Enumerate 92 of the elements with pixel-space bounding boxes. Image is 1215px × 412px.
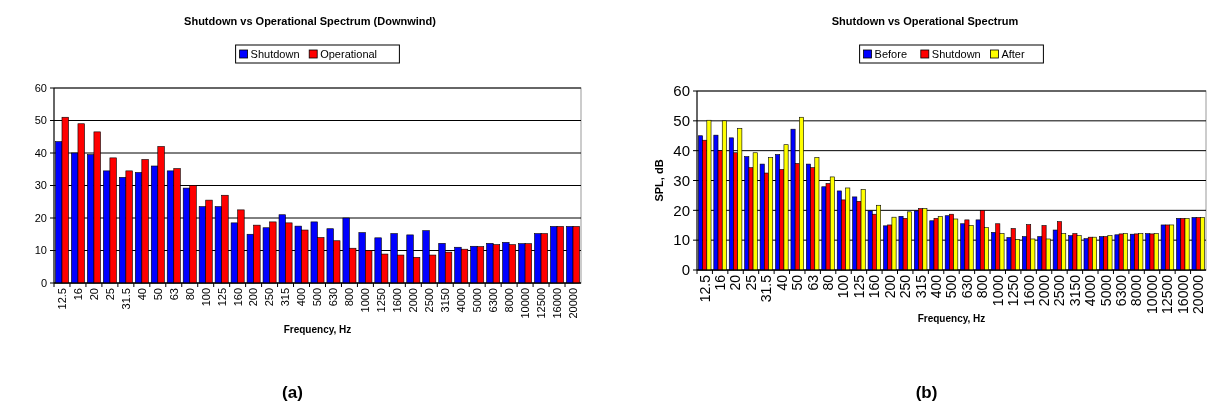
y-tick-label: 50 xyxy=(673,112,690,130)
x-axis-title: Frequency, Hz xyxy=(917,313,986,324)
y-tick-label: 30 xyxy=(34,179,47,192)
x-tick-label: 1600 xyxy=(1020,274,1037,307)
y-tick-label: 10 xyxy=(34,244,47,257)
x-tick-label: 630 xyxy=(958,274,975,299)
legend-label: Shutdown xyxy=(250,48,300,60)
y-tick-label: 0 xyxy=(40,276,47,289)
x-tick-label: 80 xyxy=(183,288,196,301)
x-tick-label: 2000 xyxy=(1035,274,1052,307)
x-tick-label: 500 xyxy=(943,274,960,299)
x-tick-label: 63 xyxy=(167,288,180,301)
x-tick-label: 31.5 xyxy=(758,274,775,303)
x-tick-label: 50 xyxy=(151,288,164,301)
x-tick-label: 250 xyxy=(897,274,914,299)
x-tick-label: 10000 xyxy=(1143,274,1160,314)
x-tick-label: 315 xyxy=(279,288,292,307)
x-tick-label: 2500 xyxy=(423,288,436,313)
x-tick-label: 31.5 xyxy=(119,288,132,310)
x-tick-label: 500 xyxy=(311,288,324,307)
y-tick-label: 40 xyxy=(34,146,47,159)
x-tick-label: 3150 xyxy=(1066,274,1083,307)
x-tick-label: 160 xyxy=(231,288,244,307)
x-tick-label: 1000 xyxy=(989,274,1006,307)
x-tick-label: 1600 xyxy=(391,288,404,313)
x-tick-label: 100 xyxy=(835,274,852,299)
y-tick-label: 50 xyxy=(34,114,47,127)
x-tick-label: 20000 xyxy=(566,288,579,319)
x-tick-label: 8000 xyxy=(1128,274,1145,307)
legend-label: Shutdown xyxy=(931,48,981,60)
x-tick-label: 8000 xyxy=(502,288,515,313)
x-tick-label: 5000 xyxy=(1097,274,1114,307)
x-tick-label: 20 xyxy=(87,288,100,301)
x-tick-label: 12500 xyxy=(534,288,547,319)
x-tick-label: 40 xyxy=(773,274,790,291)
x-tick-label: 6300 xyxy=(487,288,500,313)
x-tick-label: 315 xyxy=(912,274,929,299)
x-tick-label: 20000 xyxy=(1190,274,1207,314)
x-tick-label: 3150 xyxy=(439,288,452,313)
x-axis-title: Frequency, Hz xyxy=(283,324,352,335)
legend-label: Operational xyxy=(320,48,378,60)
x-tick-label: 10000 xyxy=(518,288,531,319)
x-tick-label: 400 xyxy=(927,274,944,299)
text: (b) xyxy=(915,383,938,402)
x-tick-label: 16 xyxy=(71,288,84,301)
chart-title: Shutdown vs Operational Spectrum xyxy=(831,15,1019,27)
y-tick-label: 60 xyxy=(34,81,47,94)
x-tick-label: 800 xyxy=(974,274,991,299)
x-tick-label: 160 xyxy=(866,274,883,299)
x-tick-label: 630 xyxy=(327,288,340,307)
y-tick-label: 30 xyxy=(673,171,690,189)
x-tick-label: 40 xyxy=(135,288,148,301)
y-tick-label: 0 xyxy=(681,261,690,279)
x-tick-label: 4000 xyxy=(1082,274,1099,307)
x-tick-label: 200 xyxy=(247,288,260,307)
x-tick-label: 2000 xyxy=(407,288,420,313)
legend-label: Before xyxy=(874,48,908,60)
y-tick-label: 60 xyxy=(673,82,690,100)
legend-label: After xyxy=(1001,48,1025,60)
x-tick-label: 4000 xyxy=(455,288,468,313)
x-tick-label: 80 xyxy=(820,274,837,291)
x-tick-label: 1250 xyxy=(1005,274,1022,307)
x-tick-label: 25 xyxy=(103,288,116,301)
x-tick-label: 5000 xyxy=(471,288,484,313)
x-tick-label: 200 xyxy=(881,274,898,299)
x-tick-label: 12.5 xyxy=(55,288,68,310)
text: (a) xyxy=(282,383,303,402)
x-tick-label: 50 xyxy=(789,274,806,291)
chart-title: Shutdown vs Operational Spectrum (Downwind) xyxy=(184,15,437,27)
x-tick-label: 1000 xyxy=(359,288,372,313)
x-tick-label: 125 xyxy=(850,274,867,299)
x-tick-label: 125 xyxy=(215,288,228,307)
y-tick-label: 20 xyxy=(673,201,690,219)
x-tick-label: 16 xyxy=(712,274,729,291)
y-axis-title: SPL, dB xyxy=(653,159,665,202)
x-tick-label: 12.5 xyxy=(696,274,713,303)
x-tick-label: 100 xyxy=(199,288,212,307)
y-tick-label: 10 xyxy=(673,231,690,249)
x-tick-label: 16000 xyxy=(1174,274,1191,314)
x-tick-label: 12500 xyxy=(1159,274,1176,314)
x-tick-label: 2500 xyxy=(1051,274,1068,307)
x-tick-label: 250 xyxy=(263,288,276,307)
x-tick-label: 800 xyxy=(343,288,356,307)
x-tick-label: 25 xyxy=(742,274,759,291)
x-tick-label: 63 xyxy=(804,274,821,291)
x-tick-label: 400 xyxy=(295,288,308,307)
y-tick-label: 20 xyxy=(34,211,47,224)
x-tick-label: 1250 xyxy=(375,288,388,313)
x-tick-label: 20 xyxy=(727,274,744,291)
y-tick-label: 40 xyxy=(673,141,690,159)
x-tick-label: 6300 xyxy=(1113,274,1130,307)
x-tick-label: 16000 xyxy=(550,288,563,319)
